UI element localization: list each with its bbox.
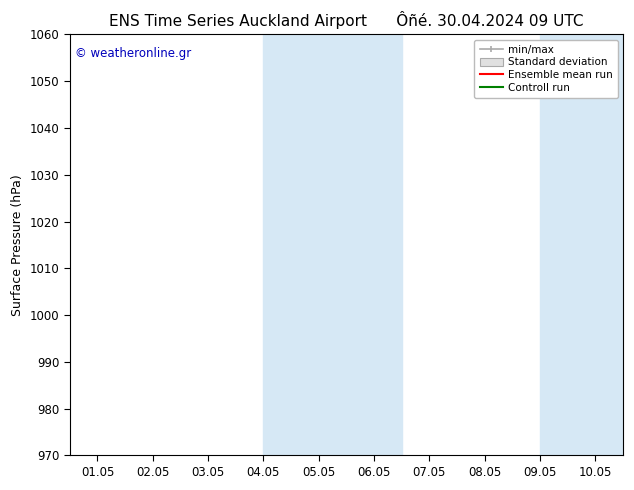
Legend: min/max, Standard deviation, Ensemble mean run, Controll run: min/max, Standard deviation, Ensemble me… [474,40,618,98]
Bar [263,34,402,456]
Text: © weatheronline.gr: © weatheronline.gr [75,47,191,60]
Title: ENS Time Series Auckland Airport      Ôñé. 30.04.2024 09 UTC: ENS Time Series Auckland Airport Ôñé. 30… [109,11,584,29]
Y-axis label: Surface Pressure (hPa): Surface Pressure (hPa) [11,174,24,316]
Bar [540,34,623,456]
